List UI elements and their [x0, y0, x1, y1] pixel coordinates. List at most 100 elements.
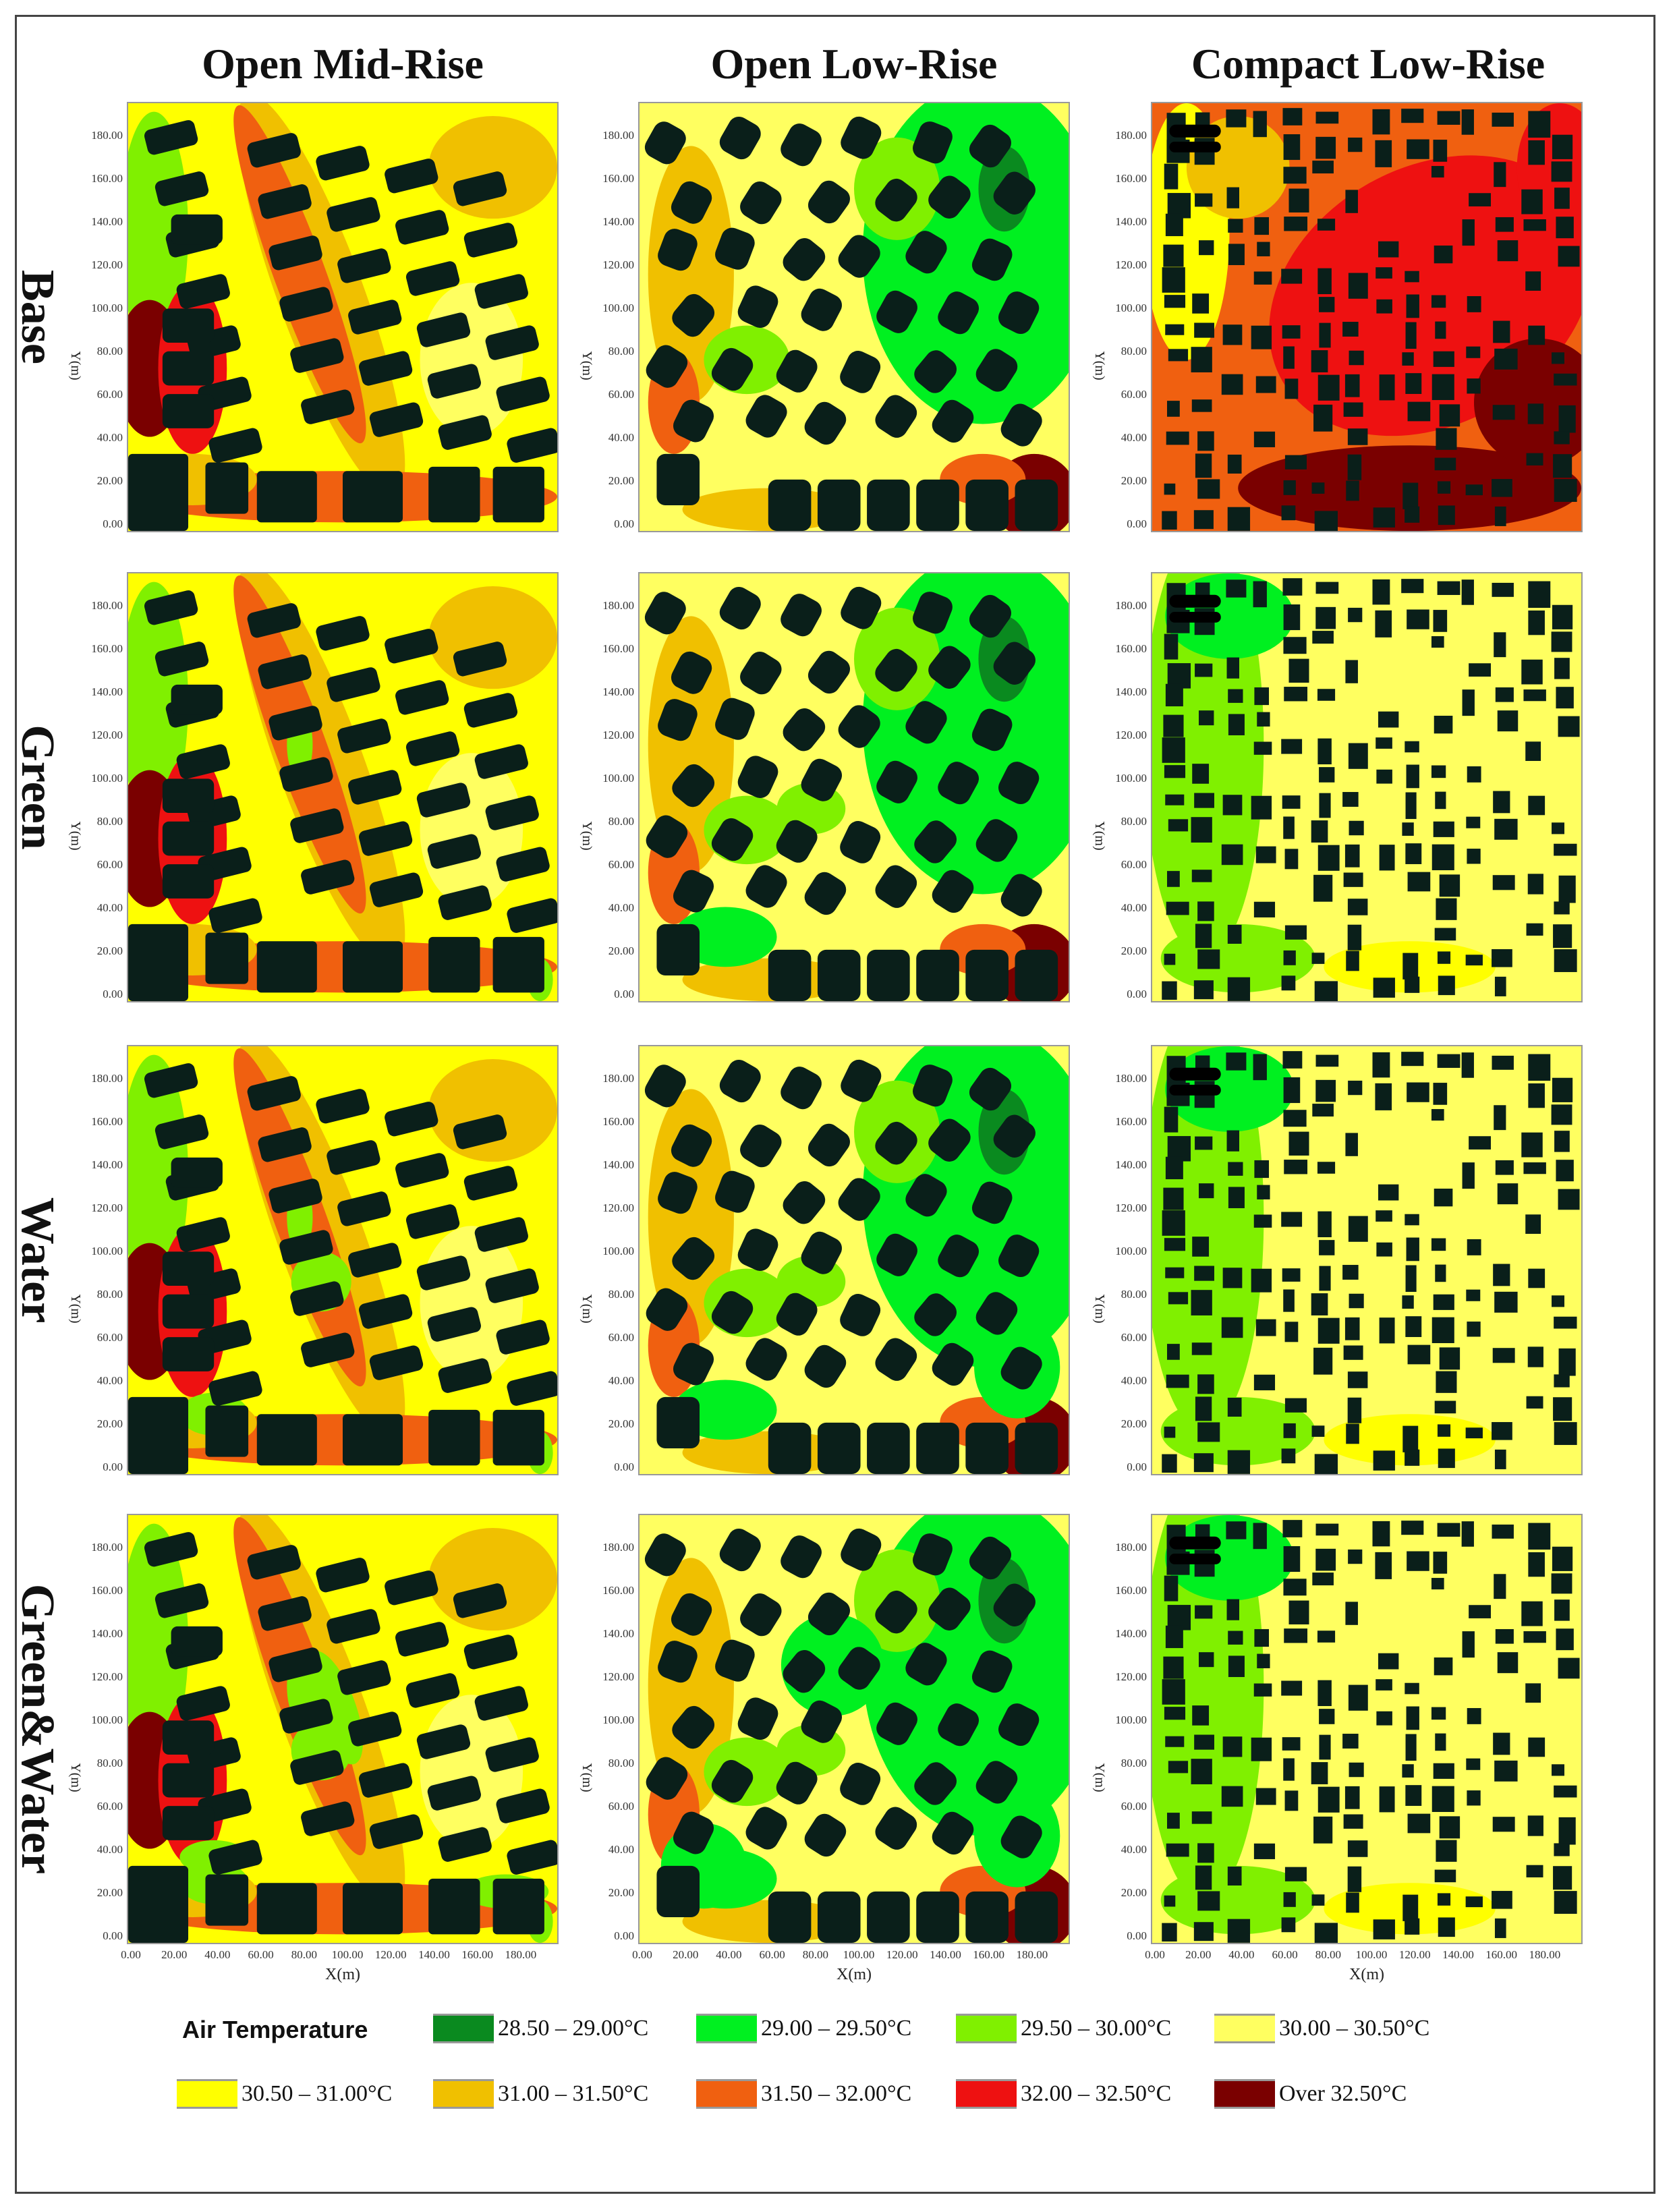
building	[1376, 737, 1392, 749]
building	[804, 401, 847, 445]
building	[876, 760, 917, 803]
building	[1495, 687, 1514, 702]
building	[492, 936, 544, 993]
building	[337, 1191, 391, 1226]
building	[644, 1533, 686, 1577]
building	[1494, 818, 1518, 840]
column-title-open-mid-rise: Open Mid-Rise	[202, 40, 484, 88]
building	[998, 1235, 1040, 1277]
building	[1437, 111, 1461, 125]
building	[1283, 1758, 1295, 1781]
building	[1402, 1425, 1419, 1452]
building	[1345, 1133, 1358, 1156]
building	[1226, 1599, 1240, 1620]
building	[876, 1233, 917, 1276]
building	[1379, 1317, 1395, 1344]
building	[453, 642, 507, 677]
y-axis-label: Y(m)	[1092, 351, 1107, 380]
building	[1253, 1214, 1272, 1228]
legend-swatch	[956, 2079, 1017, 2109]
building	[258, 1127, 312, 1162]
building	[1191, 1290, 1212, 1315]
building	[1465, 1896, 1483, 1908]
building	[474, 744, 528, 779]
building	[1193, 510, 1214, 530]
temperature-map-panel	[1151, 102, 1583, 532]
temperature-zone	[682, 1900, 854, 1943]
building	[1407, 609, 1429, 629]
y-tick-label: 140.00	[1115, 1158, 1147, 1171]
y-tick-label: 120.00	[602, 258, 634, 271]
building	[1407, 139, 1429, 159]
building	[395, 680, 449, 715]
building	[358, 821, 413, 856]
building	[644, 1065, 686, 1108]
building	[1348, 1080, 1363, 1096]
building	[492, 1878, 544, 1935]
building	[1346, 480, 1359, 501]
building	[1405, 1918, 1420, 1935]
building	[1375, 610, 1392, 637]
building	[658, 1172, 698, 1214]
building	[1436, 898, 1457, 920]
building	[128, 453, 189, 531]
building	[1433, 821, 1454, 837]
building	[1525, 1683, 1541, 1703]
building	[1197, 431, 1214, 451]
building	[1431, 295, 1446, 308]
building	[1526, 923, 1543, 936]
building	[1407, 1551, 1429, 1571]
building	[1556, 687, 1574, 709]
y-tick-label: 100.00	[1115, 1713, 1147, 1726]
building	[1283, 1545, 1301, 1572]
x-tick-label: 120.00	[374, 1948, 407, 1961]
legend-title: Air Temperature	[182, 2016, 368, 2043]
building	[279, 1699, 333, 1734]
building	[162, 821, 215, 856]
building	[1165, 1736, 1185, 1747]
building	[279, 757, 333, 792]
building	[1407, 872, 1431, 892]
y-tick-label: 180.00	[1115, 1541, 1147, 1554]
building	[1197, 901, 1214, 921]
building	[671, 1593, 712, 1636]
building	[1227, 1397, 1242, 1417]
building	[1282, 1051, 1303, 1069]
building	[1227, 977, 1251, 1001]
x-tick-label: 100.00	[843, 1948, 875, 1961]
building	[807, 650, 851, 694]
building	[162, 394, 215, 428]
y-axis-label: Y(m)	[579, 1294, 594, 1324]
building	[343, 1883, 403, 1935]
building	[162, 308, 215, 343]
building	[1431, 1109, 1444, 1121]
temperature-zone	[128, 1054, 189, 1295]
y-tick-label: 60.00	[608, 1331, 634, 1344]
building	[1165, 213, 1183, 237]
building	[745, 395, 787, 438]
building	[507, 1840, 557, 1875]
building	[1558, 716, 1580, 737]
y-tick-label: 160.00	[602, 172, 634, 185]
building	[1253, 581, 1267, 608]
building	[1347, 1866, 1362, 1892]
temperature-map-panel	[127, 102, 559, 532]
building	[1192, 1705, 1210, 1726]
building	[1431, 1786, 1454, 1813]
building	[737, 1228, 778, 1272]
x-tick-label: 180.00	[505, 1948, 537, 1961]
y-tick-label: 40.00	[96, 1843, 123, 1856]
building	[768, 1422, 812, 1474]
building	[1435, 321, 1446, 339]
building	[1314, 1454, 1338, 1474]
building	[1436, 1840, 1457, 1862]
temperature-map	[128, 103, 557, 531]
building	[1312, 161, 1334, 174]
y-tick-label: 140.00	[602, 1158, 634, 1171]
building	[316, 1558, 370, 1593]
building	[1553, 924, 1572, 948]
building	[1198, 710, 1214, 726]
building	[1494, 348, 1518, 370]
building	[1343, 402, 1363, 417]
building	[1405, 792, 1417, 820]
